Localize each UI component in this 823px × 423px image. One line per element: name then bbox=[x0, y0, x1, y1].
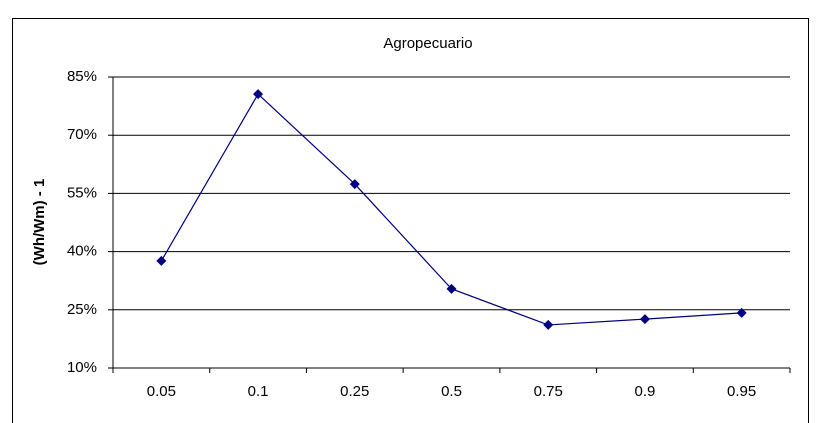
x-tick-label: 0.95 bbox=[727, 383, 756, 400]
data-point bbox=[543, 319, 554, 330]
y-tick-label: 40% bbox=[67, 243, 97, 260]
data-point bbox=[156, 255, 167, 266]
data-point bbox=[349, 179, 360, 190]
chart-frame bbox=[12, 18, 809, 423]
x-tick-label: 0.25 bbox=[340, 383, 369, 400]
y-tick-label: 85% bbox=[67, 68, 97, 85]
y-tick-label: 55% bbox=[67, 184, 97, 201]
data-point bbox=[736, 307, 747, 318]
x-tick-label: 0.75 bbox=[534, 383, 563, 400]
data-point bbox=[639, 314, 650, 325]
y-tick-label: 10% bbox=[67, 359, 97, 376]
chart-title: Agropecuario bbox=[383, 35, 472, 52]
x-tick-label: 0.05 bbox=[147, 383, 176, 400]
y-axis-label: (Wh/Wm) - 1 bbox=[31, 179, 48, 266]
data-point bbox=[253, 89, 264, 100]
x-tick-label: 0.9 bbox=[634, 383, 655, 400]
data-point bbox=[446, 283, 457, 294]
x-tick-label: 0.5 bbox=[441, 383, 462, 400]
y-tick-label: 70% bbox=[67, 126, 97, 143]
x-tick-label: 0.1 bbox=[248, 383, 269, 400]
y-tick-label: 25% bbox=[67, 301, 97, 318]
